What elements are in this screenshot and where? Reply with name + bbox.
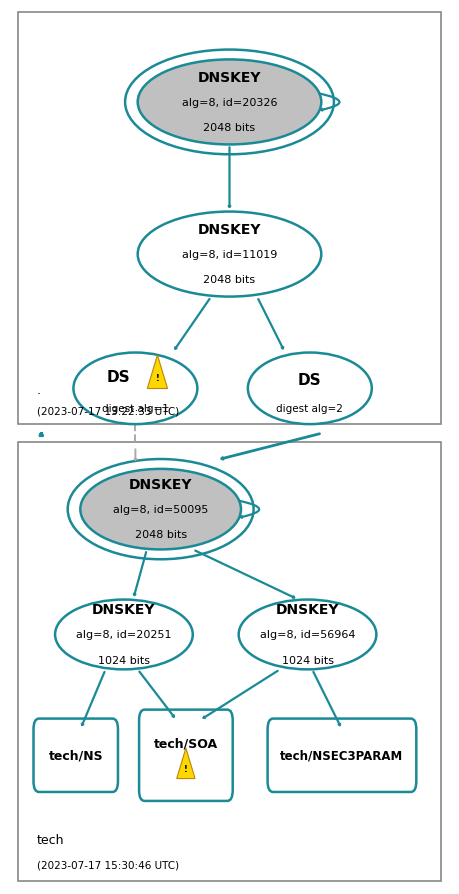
FancyBboxPatch shape xyxy=(18,443,441,881)
Text: alg=8, id=56964: alg=8, id=56964 xyxy=(260,629,355,640)
Text: (2023-07-17 13:22:33 UTC): (2023-07-17 13:22:33 UTC) xyxy=(37,406,179,416)
Text: digest alg=2: digest alg=2 xyxy=(276,403,343,414)
Ellipse shape xyxy=(73,353,197,425)
Polygon shape xyxy=(177,748,195,779)
Text: alg=8, id=20326: alg=8, id=20326 xyxy=(182,97,277,108)
Text: DNSKEY: DNSKEY xyxy=(276,603,339,617)
Text: DS: DS xyxy=(106,370,130,384)
Text: DNSKEY: DNSKEY xyxy=(198,223,261,237)
Text: 2048 bits: 2048 bits xyxy=(203,122,256,133)
Text: DNSKEY: DNSKEY xyxy=(129,477,192,492)
Ellipse shape xyxy=(248,353,372,425)
Text: DNSKEY: DNSKEY xyxy=(92,603,156,617)
Text: alg=8, id=50095: alg=8, id=50095 xyxy=(113,504,208,515)
FancyBboxPatch shape xyxy=(139,710,233,801)
Text: tech/NS: tech/NS xyxy=(48,749,103,762)
Ellipse shape xyxy=(239,600,376,670)
Ellipse shape xyxy=(138,60,321,146)
Polygon shape xyxy=(147,356,168,389)
Text: digest alg=1: digest alg=1 xyxy=(102,403,169,414)
Text: DNSKEY: DNSKEY xyxy=(198,71,261,85)
Text: tech/NSEC3PARAM: tech/NSEC3PARAM xyxy=(280,749,403,762)
Ellipse shape xyxy=(55,600,193,670)
Text: tech/SOA: tech/SOA xyxy=(154,737,218,749)
Text: 1024 bits: 1024 bits xyxy=(281,654,334,665)
Text: !: ! xyxy=(184,764,188,773)
Text: alg=8, id=11019: alg=8, id=11019 xyxy=(182,249,277,260)
Ellipse shape xyxy=(80,469,241,550)
Text: 1024 bits: 1024 bits xyxy=(98,654,150,665)
Text: DS: DS xyxy=(298,373,322,387)
Text: tech: tech xyxy=(37,833,64,846)
Ellipse shape xyxy=(138,213,321,298)
FancyBboxPatch shape xyxy=(18,13,441,425)
Text: (2023-07-17 15:30:46 UTC): (2023-07-17 15:30:46 UTC) xyxy=(37,859,179,869)
FancyBboxPatch shape xyxy=(34,719,118,792)
Text: .: . xyxy=(37,384,41,396)
Text: alg=8, id=20251: alg=8, id=20251 xyxy=(76,629,172,640)
Text: 2048 bits: 2048 bits xyxy=(134,529,187,540)
Text: !: ! xyxy=(156,374,159,383)
Text: 2048 bits: 2048 bits xyxy=(203,274,256,285)
FancyBboxPatch shape xyxy=(268,719,416,792)
